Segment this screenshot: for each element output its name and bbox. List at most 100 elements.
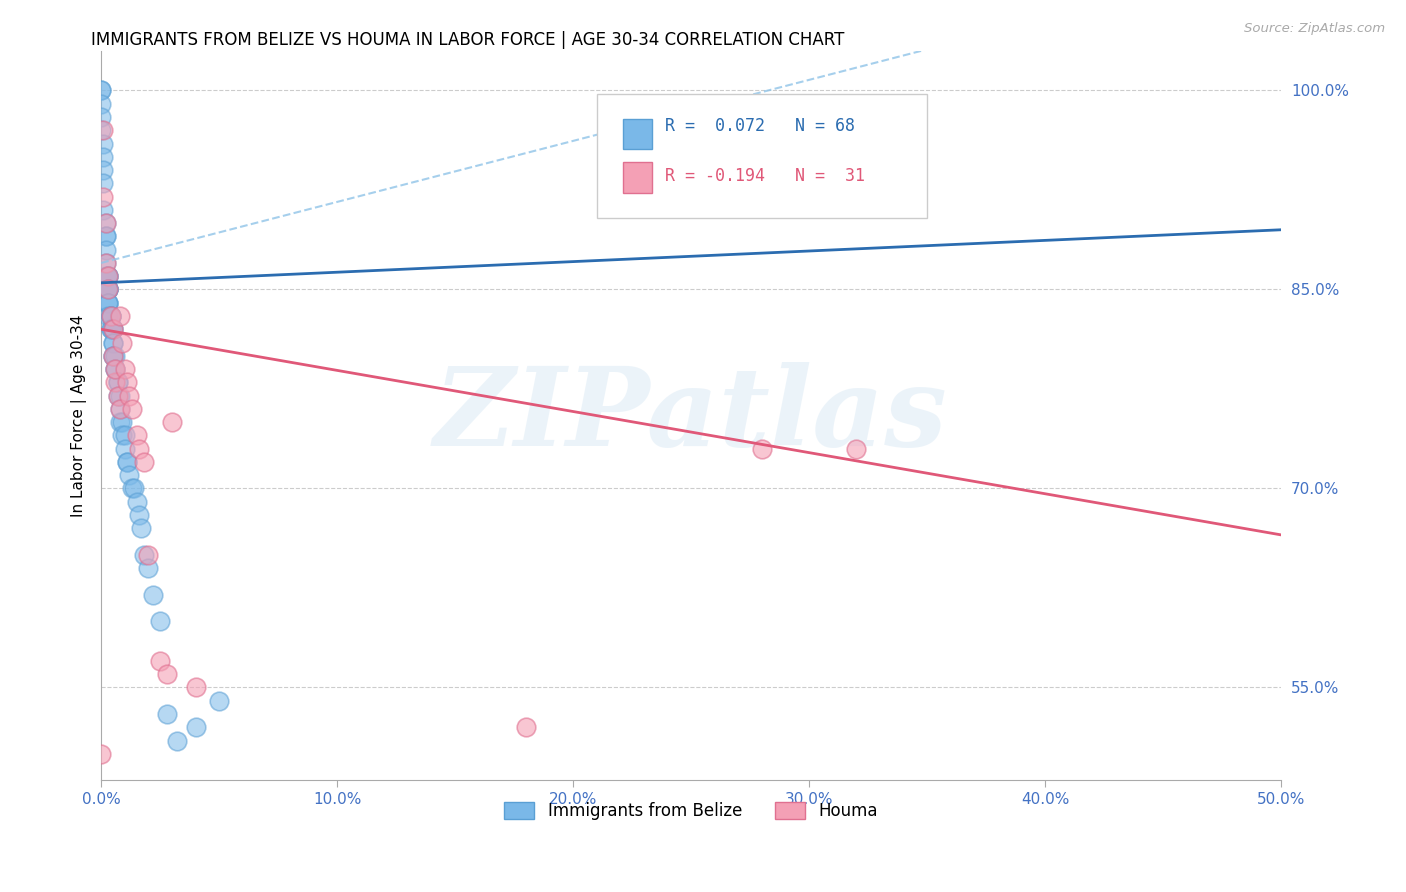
Point [515,720,537,734]
Point [149,654,172,668]
FancyBboxPatch shape [623,119,652,149]
Text: Source: ZipAtlas.com: Source: ZipAtlas.com [1244,22,1385,36]
Point [97,269,120,284]
Point [104,362,127,376]
Point [97,269,120,284]
Point [100,322,122,336]
Point [100,309,122,323]
Text: R = -0.194   N =  31: R = -0.194 N = 31 [665,167,865,186]
Point [93,189,115,203]
Point [90,83,112,97]
Point [132,455,155,469]
Point [100,309,122,323]
Point [751,442,773,456]
Point [184,720,207,734]
Point [97,283,120,297]
Point [93,202,115,217]
Point [122,482,145,496]
Point [93,177,115,191]
Legend: Immigrants from Belize, Houma: Immigrants from Belize, Houma [498,795,884,827]
Point [166,733,188,747]
Point [94,256,117,270]
Point [100,309,122,323]
FancyBboxPatch shape [596,95,927,219]
Point [97,283,120,297]
Point [104,362,127,376]
Point [94,216,117,230]
Point [101,349,124,363]
Point [94,243,117,257]
Point [115,455,138,469]
Point [125,494,148,508]
Point [101,335,124,350]
Point [160,415,183,429]
Text: R =  0.072   N = 68: R = 0.072 N = 68 [665,117,855,135]
Point [108,309,131,323]
Point [97,309,120,323]
Point [101,335,124,350]
Point [93,123,115,137]
Point [132,548,155,562]
Point [94,216,117,230]
Point [93,136,115,151]
Point [101,322,124,336]
Point [90,123,112,137]
Point [97,283,120,297]
Point [136,561,159,575]
Point [184,681,207,695]
Point [97,283,120,297]
Point [104,362,127,376]
Point [93,150,115,164]
Point [149,614,172,628]
Point [100,322,122,336]
Point [107,388,129,402]
Point [104,376,127,390]
Point [93,163,115,178]
Point [108,415,131,429]
Point [90,96,112,111]
Point [97,269,120,284]
Point [104,349,127,363]
Text: ZIPatlas: ZIPatlas [434,362,948,469]
Point [208,694,231,708]
Point [101,349,124,363]
Point [101,349,124,363]
Point [156,706,179,721]
Point [107,388,129,402]
Point [121,482,143,496]
Point [156,667,179,681]
Point [97,295,120,310]
Point [125,428,148,442]
Point [111,335,134,350]
Point [115,376,138,390]
Point [114,442,136,456]
Point [101,322,124,336]
Point [129,521,152,535]
Point [115,455,138,469]
Point [128,442,150,456]
Point [111,415,134,429]
Point [142,588,165,602]
Point [118,388,141,402]
Point [90,747,112,761]
Point [114,428,136,442]
Point [128,508,150,522]
Point [108,388,131,402]
FancyBboxPatch shape [623,162,652,193]
Point [845,442,868,456]
Point [108,401,131,416]
Point [97,269,120,284]
Point [111,428,134,442]
Point [90,83,112,97]
Point [97,283,120,297]
Point [136,548,159,562]
Point [107,376,129,390]
Y-axis label: In Labor Force | Age 30-34: In Labor Force | Age 30-34 [72,314,87,516]
Point [97,295,120,310]
Point [107,376,129,390]
Point [94,229,117,244]
Point [94,229,117,244]
Point [100,309,122,323]
Point [101,322,124,336]
Point [108,401,131,416]
